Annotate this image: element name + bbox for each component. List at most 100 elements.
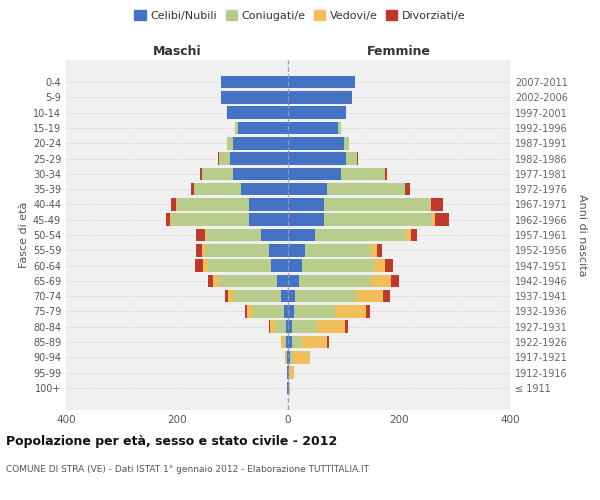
Bar [195, 260, 203, 272]
Bar [391, 274, 399, 287]
Bar [410, 228, 418, 241]
Bar [269, 320, 270, 333]
Bar [324, 198, 430, 210]
Bar [371, 274, 391, 287]
Bar [366, 305, 370, 318]
Legend: Celibi/Nubili, Coniugati/e, Vedovi/e, Divorziati/e: Celibi/Nubili, Coniugati/e, Vedovi/e, Di… [130, 6, 470, 25]
Bar [230, 152, 288, 165]
Bar [288, 106, 346, 119]
Bar [286, 336, 288, 348]
Bar [269, 244, 288, 256]
Bar [292, 320, 317, 333]
Bar [221, 91, 288, 104]
Bar [288, 274, 299, 287]
Bar [196, 228, 205, 241]
Bar [288, 183, 327, 196]
Bar [170, 214, 172, 226]
Bar [293, 305, 335, 318]
Bar [275, 320, 286, 333]
Bar [227, 137, 233, 149]
Bar [288, 152, 346, 165]
Bar [227, 290, 234, 302]
Bar [288, 168, 341, 180]
Y-axis label: Fasce di età: Fasce di età [19, 202, 29, 268]
Bar [191, 183, 194, 196]
Bar [262, 228, 288, 241]
Bar [271, 260, 288, 272]
Bar [288, 290, 295, 302]
Bar [196, 244, 202, 256]
Bar [288, 260, 302, 272]
Bar [290, 351, 293, 364]
Bar [289, 366, 293, 379]
Text: Maschi: Maschi [152, 44, 202, 58]
Bar [218, 274, 277, 287]
Bar [194, 183, 241, 196]
Bar [288, 122, 338, 134]
Bar [238, 122, 288, 134]
Bar [287, 351, 288, 364]
Bar [305, 244, 371, 256]
Bar [288, 336, 292, 348]
Bar [227, 106, 288, 119]
Bar [221, 76, 288, 88]
Bar [292, 336, 302, 348]
Bar [202, 168, 233, 180]
Bar [284, 305, 288, 318]
Bar [281, 336, 284, 348]
Bar [288, 228, 314, 241]
Bar [247, 305, 253, 318]
Bar [284, 351, 286, 364]
Bar [288, 91, 352, 104]
Bar [249, 214, 288, 226]
Bar [213, 274, 218, 287]
Bar [205, 228, 206, 241]
Bar [286, 320, 288, 333]
Bar [288, 214, 324, 226]
Bar [200, 168, 202, 180]
Bar [288, 244, 305, 256]
Bar [202, 244, 205, 256]
Bar [431, 198, 443, 210]
Bar [299, 274, 371, 287]
Text: Popolazione per età, sesso e stato civile - 2012: Popolazione per età, sesso e stato civil… [6, 435, 337, 448]
Bar [253, 305, 284, 318]
Bar [335, 305, 366, 318]
Bar [166, 214, 170, 226]
Bar [288, 76, 355, 88]
Bar [327, 183, 404, 196]
Bar [177, 198, 249, 210]
Bar [345, 320, 348, 333]
Bar [241, 183, 288, 196]
Bar [235, 122, 238, 134]
Bar [288, 351, 290, 364]
Bar [302, 260, 374, 272]
Bar [371, 244, 377, 256]
Bar [225, 290, 227, 302]
Bar [435, 214, 449, 226]
Bar [293, 351, 310, 364]
Bar [206, 228, 262, 241]
Bar [249, 198, 288, 210]
Bar [208, 274, 213, 287]
Bar [205, 244, 269, 256]
Bar [341, 168, 385, 180]
Bar [432, 214, 435, 226]
Bar [277, 274, 288, 287]
Bar [288, 366, 289, 379]
Text: COMUNE DI STRA (VE) - Dati ISTAT 1° gennaio 2012 - Elaborazione TUTTITALIA.IT: COMUNE DI STRA (VE) - Dati ISTAT 1° genn… [6, 465, 369, 474]
Bar [172, 198, 176, 210]
Bar [374, 260, 385, 272]
Bar [203, 260, 208, 272]
Bar [295, 290, 356, 302]
Bar [176, 198, 177, 210]
Bar [324, 214, 432, 226]
Bar [288, 137, 343, 149]
Bar [288, 198, 324, 210]
Bar [385, 168, 388, 180]
Bar [288, 320, 292, 333]
Bar [233, 168, 288, 180]
Bar [383, 290, 390, 302]
Bar [284, 336, 286, 348]
Bar [377, 244, 382, 256]
